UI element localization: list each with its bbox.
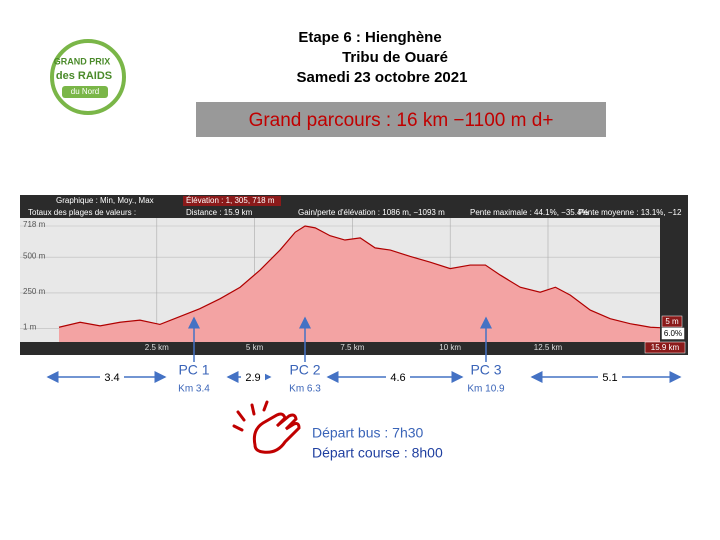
logo-band bbox=[62, 86, 108, 98]
chart-info: Distance : 15.9 km bbox=[186, 208, 253, 217]
header-line: Etape 6 : Hienghène bbox=[298, 29, 441, 46]
elevation-line bbox=[58, 225, 660, 329]
y-tick-label: 718 m bbox=[23, 220, 46, 229]
hand-icon bbox=[232, 400, 301, 454]
chart-info: Pente maximale : 44.1%, −35.4% bbox=[470, 208, 589, 217]
segment-length: 2.9 bbox=[245, 372, 260, 384]
logo-text: GRAND PRIX bbox=[54, 56, 111, 66]
chart-info: Totaux des plages de valeurs : bbox=[28, 208, 136, 217]
segment-bg bbox=[241, 371, 265, 384]
checkpoint-label: PC 2 bbox=[289, 362, 320, 378]
checkpoint-label: PC 3 bbox=[470, 362, 501, 378]
segment-length: 4.6 bbox=[390, 372, 405, 384]
logo-text: des RAIDS bbox=[56, 70, 112, 82]
segment-bg bbox=[386, 371, 410, 384]
y-tick-label: 500 m bbox=[23, 251, 46, 260]
course-box bbox=[196, 102, 606, 137]
checkpoint-km: Km 10.9 bbox=[467, 384, 505, 395]
y-tick-label: 1 m bbox=[23, 323, 37, 332]
elevation-area bbox=[59, 226, 660, 342]
checkpoint-km: Km 6.3 bbox=[289, 384, 321, 395]
departure: Départ course : 8h00 bbox=[312, 445, 443, 461]
checkpoint-km: Km 3.4 bbox=[178, 384, 210, 395]
header-line: Samedi 23 octobre 2021 bbox=[297, 69, 468, 86]
x-tick-label: 10 km bbox=[439, 343, 461, 352]
x-tick-label: 12.5 km bbox=[534, 343, 563, 352]
segment-length: 3.4 bbox=[104, 372, 119, 384]
badge bbox=[644, 341, 686, 354]
badge bbox=[661, 315, 683, 328]
chart-info: Graphique : Min, Moy., Max bbox=[56, 196, 154, 205]
chart-info: Élévation : 1, 305, 718 m bbox=[186, 196, 275, 205]
chart-info: Gain/perte d'élévation : 1086 m, −1093 m bbox=[298, 208, 445, 217]
elevation-chart: Graphique : Min, Moy., Max Élévation : 1,… bbox=[20, 195, 688, 355]
checkpoint-label: PC 1 bbox=[178, 362, 209, 378]
header-line: Tribu de Ouaré bbox=[342, 49, 448, 66]
segment-bg bbox=[100, 371, 124, 384]
x-tick-label: 2.5 km bbox=[145, 343, 169, 352]
chart-info: Pente moyenne : 13.1%, −12 bbox=[578, 208, 682, 217]
badge-text: 5 m bbox=[665, 317, 679, 326]
segment-length: 5.1 bbox=[602, 372, 617, 384]
badge-text: 15.9 km bbox=[651, 343, 680, 352]
badge bbox=[661, 327, 685, 340]
x-tick-label: 5 km bbox=[246, 343, 264, 352]
info-highlight bbox=[183, 196, 281, 206]
logo-text: du Nord bbox=[71, 87, 99, 96]
logo: GRAND PRIX des RAIDS du Nord bbox=[50, 39, 126, 115]
segment-bg bbox=[598, 371, 622, 384]
departure: Départ bus : 7h30 bbox=[312, 425, 424, 441]
badge-text: 6.0% bbox=[664, 329, 682, 338]
x-tick-label: 7.5 km bbox=[340, 343, 364, 352]
y-tick-label: 250 m bbox=[23, 287, 46, 296]
course-title: Grand parcours : 16 km −1100 m d+ bbox=[249, 110, 554, 131]
